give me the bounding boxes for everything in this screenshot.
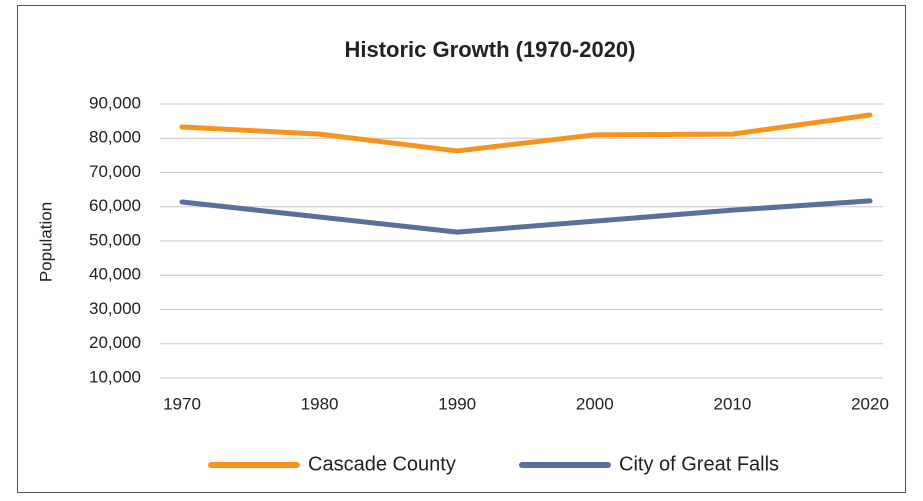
chart-title: Historic Growth (1970-2020) (345, 37, 636, 62)
y-tick-label: 10,000 (89, 367, 141, 386)
y-tick-label: 20,000 (89, 333, 141, 352)
x-tick-label: 1980 (301, 394, 339, 413)
x-tick-label: 2020 (851, 394, 889, 413)
legend-label: City of Great Falls (619, 453, 779, 475)
x-tick-label: 2000 (576, 394, 614, 413)
legend-label: Cascade County (308, 453, 456, 475)
y-tick-label: 80,000 (89, 128, 141, 147)
y-tick-label: 30,000 (89, 299, 141, 318)
x-tick-label: 2010 (713, 394, 751, 413)
chart-border (17, 5, 906, 493)
x-tick-label: 1970 (163, 394, 201, 413)
y-tick-label: 50,000 (89, 230, 141, 249)
series-line (179, 198, 873, 235)
series-line (179, 112, 873, 154)
y-axis-label: Population (36, 202, 55, 282)
y-tick-label: 90,000 (89, 93, 141, 112)
y-tick-label: 70,000 (89, 162, 141, 181)
y-tick-label: 40,000 (89, 265, 141, 284)
y-tick-label: 60,000 (89, 196, 141, 215)
x-tick-label: 1990 (438, 394, 476, 413)
